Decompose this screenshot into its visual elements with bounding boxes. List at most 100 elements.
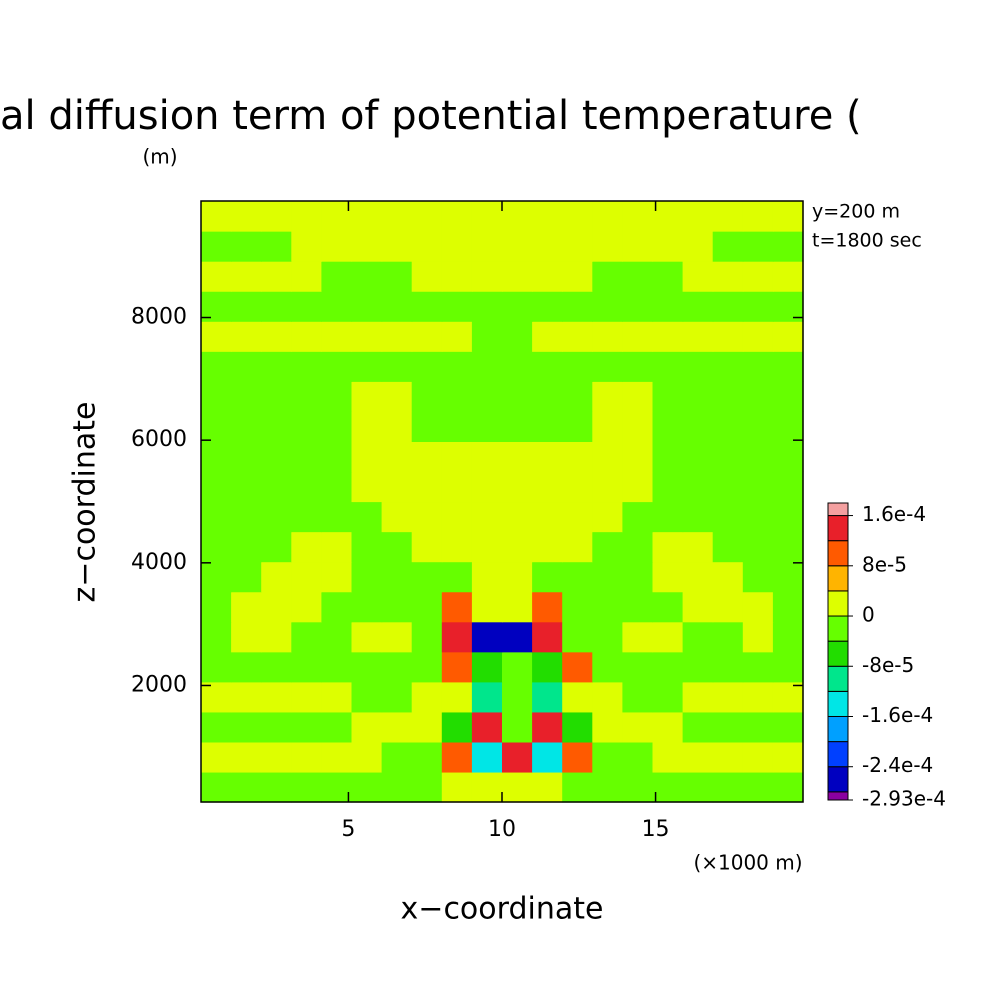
- contour-cell: [502, 291, 533, 322]
- contour-cell: [441, 741, 473, 773]
- contour-cell: [411, 321, 443, 352]
- contour-cell: [562, 411, 593, 442]
- contour-cell: [742, 411, 774, 442]
- contour-cell: [532, 411, 563, 442]
- contour-cell: [291, 201, 322, 232]
- contour-cell: [562, 501, 593, 533]
- contour-cell: [562, 651, 593, 683]
- contour-cell: [712, 231, 744, 262]
- contour-cell: [772, 771, 804, 803]
- colorbar-box: [827, 565, 849, 592]
- contour-cell: [682, 351, 714, 382]
- contour-cell: [351, 231, 383, 262]
- contour-cell: [231, 381, 262, 412]
- colorbar-box: [827, 766, 849, 793]
- contour-cell: [351, 681, 383, 713]
- contour-cell: [471, 381, 503, 412]
- colorbar-box: [827, 615, 849, 642]
- contour-cell: [411, 591, 443, 623]
- contour-cell: [682, 501, 714, 533]
- contour-cell: [261, 261, 292, 292]
- contour-cell: [231, 411, 262, 442]
- contour-cell: [532, 351, 563, 382]
- contour-cell: [261, 291, 292, 322]
- contour-cell: [201, 531, 232, 563]
- contour-cell: [441, 201, 473, 232]
- contour-cell: [622, 411, 654, 442]
- contour-cell: [562, 561, 593, 593]
- contour-cell: [592, 741, 623, 773]
- contour-cell: [712, 411, 744, 442]
- contour-cell: [201, 201, 232, 232]
- contour-cell: [742, 471, 774, 503]
- contour-cell: [742, 201, 774, 232]
- contour-cell: [772, 621, 804, 653]
- contour-cell: [471, 441, 503, 473]
- contour-cell: [772, 741, 804, 773]
- contour-cell: [261, 381, 292, 412]
- contour-cell: [291, 621, 322, 653]
- contour-cell: [471, 561, 503, 593]
- contour-cell: [742, 381, 774, 412]
- contour-cell: [201, 741, 232, 773]
- contour-cell: [411, 441, 443, 473]
- contour-cell: [502, 771, 533, 803]
- contour-cell: [291, 561, 322, 593]
- colorbar-box: [827, 640, 849, 667]
- contour-cell: [471, 411, 503, 442]
- contour-cell: [502, 651, 533, 683]
- contour-cell: [742, 711, 774, 743]
- contour-cell: [411, 231, 443, 262]
- contour-cell: [652, 411, 684, 442]
- contour-cell: [291, 291, 322, 322]
- contour-cell: [231, 741, 262, 773]
- contour-cell: [742, 561, 774, 593]
- contour-cell: [622, 261, 654, 292]
- contour-cell: [201, 441, 232, 473]
- contour-cell: [291, 351, 322, 382]
- contour-cell: [682, 231, 714, 262]
- contour-cell: [592, 231, 623, 262]
- colorbar-label: -8e-5: [862, 653, 914, 677]
- contour-cell: [682, 531, 714, 563]
- y-tick-label: 2000: [131, 672, 187, 697]
- contour-cell: [532, 591, 563, 623]
- contour-cell: [622, 591, 654, 623]
- contour-cell: [201, 231, 232, 262]
- y-tick-label: 8000: [131, 305, 187, 330]
- contour-cell: [652, 771, 684, 803]
- contour-cell: [411, 741, 443, 773]
- contour-cell: [652, 351, 684, 382]
- contour-cell: [201, 621, 232, 653]
- contour-cell: [231, 621, 262, 653]
- contour-cell: [712, 381, 744, 412]
- contour-cell: [652, 621, 684, 653]
- contour-cell: [411, 201, 443, 232]
- contour-cell: [682, 711, 714, 743]
- contour-cell: [652, 291, 684, 322]
- contour-cell: [381, 441, 413, 473]
- contour-cell: [381, 771, 413, 803]
- contour-cell: [772, 291, 804, 322]
- contour-cell: [201, 291, 232, 322]
- contour-cell: [712, 201, 744, 232]
- contour-cell: [592, 261, 623, 292]
- contour-cell: [381, 351, 413, 382]
- contour-cell: [562, 291, 593, 322]
- contour-cell: [291, 231, 322, 262]
- contour-cell: [772, 561, 804, 593]
- contour-cell: [261, 711, 292, 743]
- colorbar-box: [827, 741, 849, 768]
- contour-cell: [502, 531, 533, 563]
- contour-cell: [772, 321, 804, 352]
- contour-cell: [502, 621, 533, 653]
- contour-cell: [502, 321, 533, 352]
- contour-cell: [351, 471, 383, 503]
- contour-cell: [261, 411, 292, 442]
- contour-cell: [712, 261, 744, 292]
- contour-cell: [622, 711, 654, 743]
- contour-cell: [772, 531, 804, 563]
- contour-cell: [622, 321, 654, 352]
- contour-cell: [321, 501, 353, 533]
- contour-cell: [441, 561, 473, 593]
